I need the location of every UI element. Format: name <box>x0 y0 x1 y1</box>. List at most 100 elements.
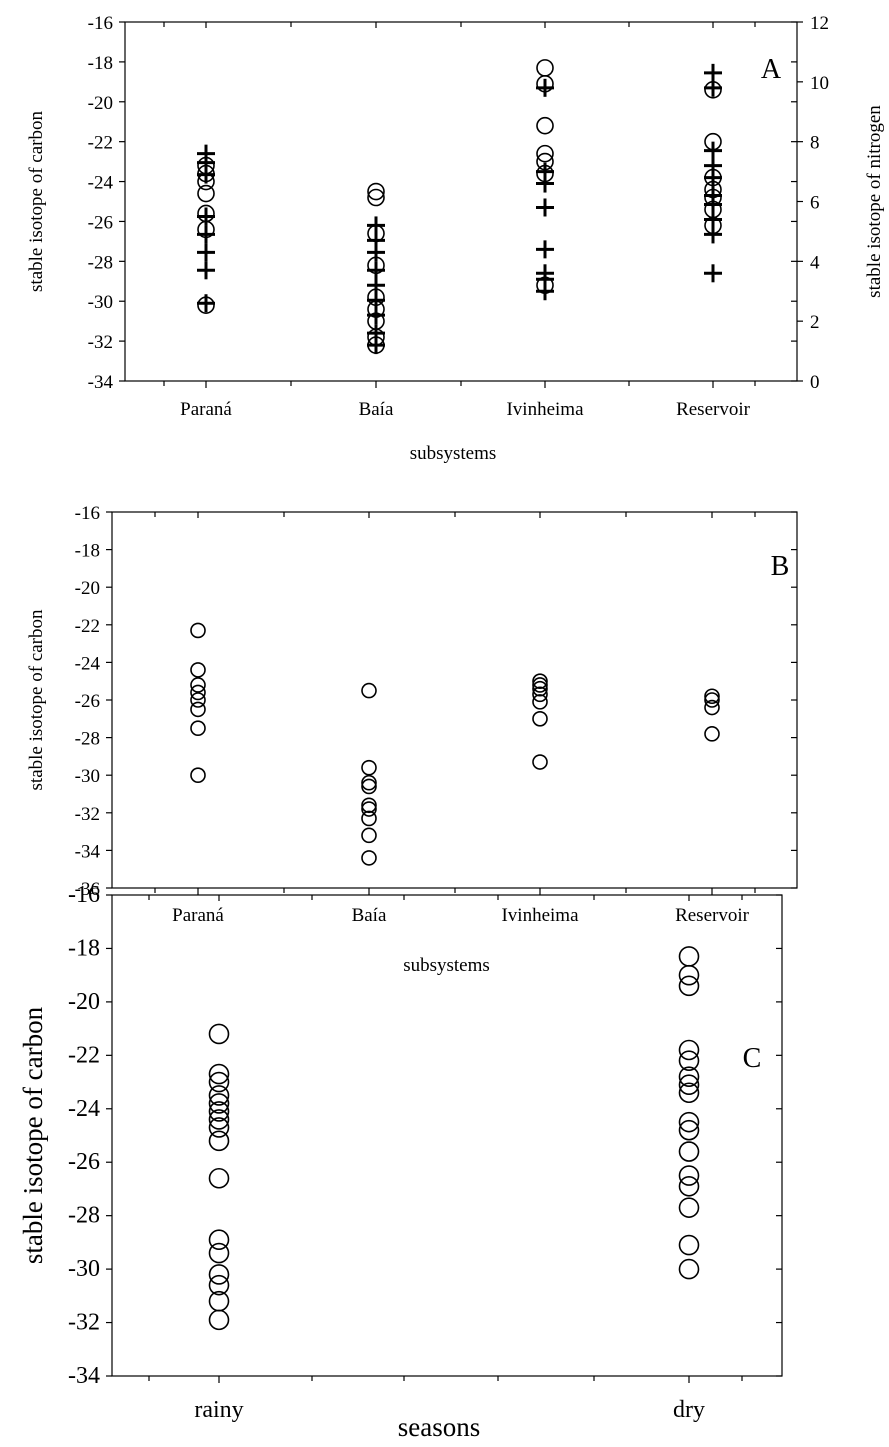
y-tick-label: -24 <box>75 653 101 674</box>
data-point-circle <box>190 684 206 701</box>
data-point-circle <box>536 59 554 77</box>
data-point-circle <box>678 1258 700 1280</box>
y2-tick-label: 4 <box>810 252 820 273</box>
panel-a: -34 -32 -30 -28 -26 -24 -22 -20 -18 -16 0 2 4 6 8 10 12 s… <box>26 13 885 464</box>
data-point-circle <box>361 827 377 844</box>
panel-letter: B <box>771 551 790 582</box>
data-point-circle <box>678 1066 700 1088</box>
data-point-circle <box>208 1242 230 1264</box>
y2-axis-title: stable isotope of nitrogen <box>864 105 885 298</box>
y-tick-label: -26 <box>88 212 113 233</box>
y-tick-label: -16 <box>88 13 113 34</box>
plot-frame <box>111 511 798 889</box>
data-point-circle <box>678 1165 700 1186</box>
x-tick-label: Baía <box>352 905 387 926</box>
data-point-circle <box>678 1234 700 1256</box>
data-point-circle <box>536 116 554 135</box>
y-tick-label: -24 <box>68 1096 100 1122</box>
y-tick-label: -18 <box>75 541 100 562</box>
y-tick-label: -20 <box>75 578 100 599</box>
data-point-plus <box>536 282 554 301</box>
data-point-circle <box>208 1085 230 1106</box>
x-tick-label: dry <box>673 1397 705 1423</box>
y-tick-label: -32 <box>88 332 113 353</box>
x-axis-title: subsystems <box>410 443 497 464</box>
data-point-circle <box>361 759 377 776</box>
data-point-circle <box>678 1039 700 1061</box>
data-point-circle <box>678 1074 700 1096</box>
data-point-circle <box>704 688 720 705</box>
y-axis-title: stable isotope of carbon <box>18 1006 48 1264</box>
y2-tick-label: 2 <box>810 312 820 333</box>
data-point-plus <box>197 294 215 313</box>
y-tick-label: -24 <box>88 173 114 194</box>
y-tick-label: -22 <box>88 133 113 154</box>
data-point-circle <box>190 701 206 718</box>
y-tick-label: -18 <box>88 53 113 74</box>
data-point-circle <box>678 946 700 967</box>
data-point-circle <box>678 1141 700 1162</box>
x-tick-label: Ivinheima <box>506 399 584 420</box>
data-point-circle <box>704 726 720 742</box>
y-tick-label: -28 <box>75 729 100 750</box>
data-point-circle <box>208 1117 230 1138</box>
data-point-circle <box>208 1023 230 1045</box>
y-tick-label: -22 <box>75 616 100 637</box>
y-tick-label: -32 <box>68 1310 100 1336</box>
y2-tick-label: 12 <box>810 13 829 34</box>
panel-letter: C <box>743 1043 762 1074</box>
data-point-circle <box>704 699 720 716</box>
y-tick-label: -34 <box>88 372 114 393</box>
data-point-circle <box>361 850 377 866</box>
x-tick-label: Reservoir <box>676 399 751 420</box>
data-point-circle <box>208 1093 230 1114</box>
y-tick-label: -32 <box>75 804 100 825</box>
data-point-circle <box>208 1264 230 1285</box>
y-tick-label: -16 <box>68 882 100 908</box>
data-point-circle <box>190 677 206 693</box>
data-point-circle <box>536 144 554 163</box>
data-point-plus <box>197 207 215 226</box>
y-tick-label: -26 <box>68 1149 100 1175</box>
y-tick-label: -34 <box>68 1363 100 1389</box>
y-tick-label: -30 <box>68 1256 100 1282</box>
data-point-plus <box>367 306 385 325</box>
data-point-circle <box>367 182 385 201</box>
y-tick-label: -22 <box>68 1042 100 1068</box>
data-point-plus <box>704 78 722 97</box>
data-point-circle <box>208 1109 230 1130</box>
data-point-plus <box>536 198 554 217</box>
data-point-circle <box>361 778 377 795</box>
data-point-circle <box>208 1274 230 1296</box>
data-point-circle <box>678 1082 700 1104</box>
data-point-circle <box>208 1101 230 1122</box>
panel-c: -34 -32 -30 -28 -26 -24 -22 -20 -18 -16 rainy dry se… <box>18 882 783 1442</box>
x-tick-label: Reservoir <box>675 905 750 926</box>
data-point-plus <box>704 225 722 244</box>
y-axis-title: stable isotope of carbon <box>26 111 47 292</box>
data-point-circle <box>361 682 377 699</box>
data-point-plus <box>704 168 722 187</box>
data-point-circle <box>208 1167 230 1189</box>
y-tick-label: -34 <box>75 841 101 862</box>
data-point-plus <box>197 165 215 184</box>
data-point-circle <box>208 1071 230 1093</box>
x-axis-title: seasons <box>398 1412 481 1442</box>
x-axis-title: subsystems <box>403 955 490 976</box>
y-tick-label: -16 <box>75 503 100 524</box>
data-point-circle <box>361 801 377 817</box>
data-point-circle <box>678 1111 700 1133</box>
data-point-circle <box>190 622 206 639</box>
y-tick-label: -28 <box>88 252 113 273</box>
data-point-circle <box>208 1063 230 1085</box>
y2-tick-label: 8 <box>810 133 820 154</box>
y2-tick-label: 6 <box>810 193 820 214</box>
y2-tick-label: 0 <box>810 372 820 393</box>
y-tick-label: -36 <box>75 879 100 900</box>
plot-frame <box>124 21 798 382</box>
data-point-circle <box>532 686 548 703</box>
x-tick-label: Paraná <box>180 399 232 420</box>
data-point-circle <box>704 692 720 708</box>
y-tick-label: -26 <box>75 691 100 712</box>
